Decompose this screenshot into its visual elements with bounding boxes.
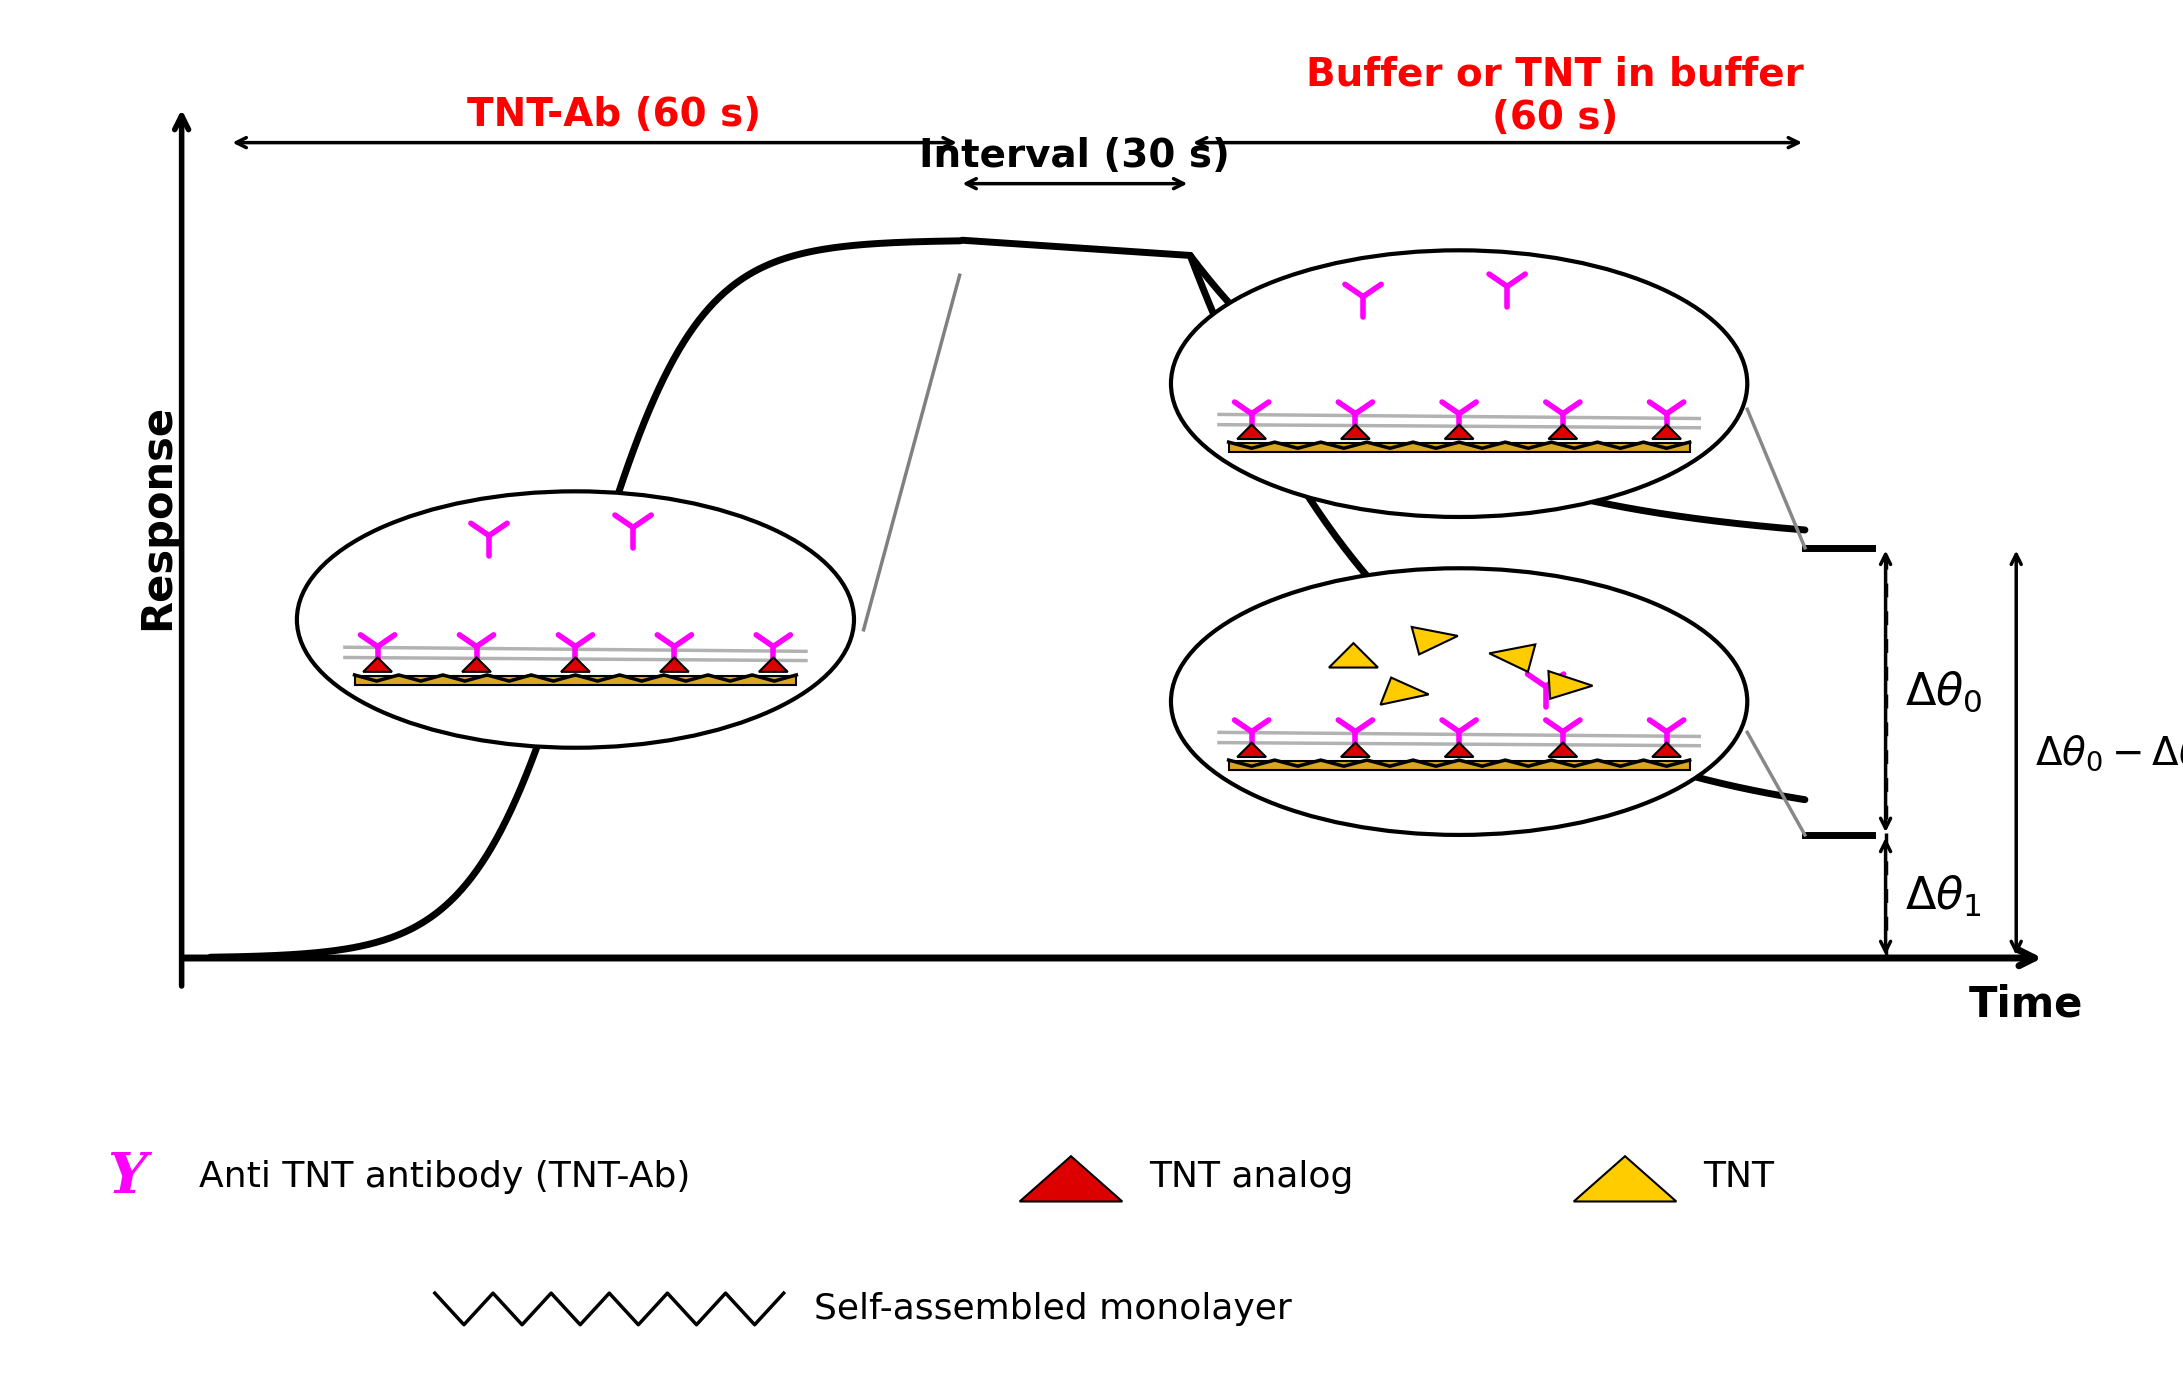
Text: $\Delta\theta_0 - \Delta\theta_1$: $\Delta\theta_0 - \Delta\theta_1$ — [2035, 733, 2183, 772]
Text: TNT analog: TNT analog — [1148, 1160, 1353, 1195]
Bar — [1229, 444, 1690, 452]
Polygon shape — [1574, 1156, 1677, 1202]
Ellipse shape — [1170, 568, 1746, 834]
Polygon shape — [1329, 643, 1377, 668]
Text: Buffer or TNT in buffer
(60 s): Buffer or TNT in buffer (60 s) — [1305, 55, 1803, 137]
Text: Self-assembled monolayer: Self-assembled monolayer — [814, 1292, 1292, 1326]
Polygon shape — [1489, 644, 1535, 672]
Text: Time: Time — [1969, 983, 2083, 1026]
Polygon shape — [1238, 743, 1266, 757]
Text: Response: Response — [135, 403, 177, 631]
Polygon shape — [1019, 1156, 1122, 1202]
Text: Anti TNT antibody (TNT-Ab): Anti TNT antibody (TNT-Ab) — [199, 1160, 690, 1195]
Polygon shape — [1653, 743, 1681, 757]
Polygon shape — [1548, 424, 1578, 439]
Polygon shape — [362, 657, 393, 672]
Text: Y: Y — [107, 1150, 146, 1204]
Polygon shape — [561, 657, 589, 672]
Text: TNT: TNT — [1703, 1160, 1775, 1195]
Bar — [354, 676, 797, 685]
Polygon shape — [1548, 743, 1578, 757]
Polygon shape — [659, 657, 690, 672]
Text: TNT-Ab (60 s): TNT-Ab (60 s) — [467, 97, 762, 134]
Text: $\Delta\theta_0$: $\Delta\theta_0$ — [1906, 669, 1982, 714]
Polygon shape — [1340, 424, 1369, 439]
Polygon shape — [1238, 424, 1266, 439]
Polygon shape — [1548, 671, 1594, 699]
Polygon shape — [1445, 424, 1474, 439]
Polygon shape — [760, 657, 788, 672]
Polygon shape — [1653, 424, 1681, 439]
Text: $\Delta\theta_1$: $\Delta\theta_1$ — [1906, 873, 1982, 919]
Text: Interval (30 s): Interval (30 s) — [919, 137, 1231, 176]
Ellipse shape — [297, 492, 854, 748]
Polygon shape — [1380, 678, 1428, 704]
Polygon shape — [463, 657, 491, 672]
Polygon shape — [1445, 743, 1474, 757]
Ellipse shape — [1170, 251, 1746, 517]
Polygon shape — [1340, 743, 1369, 757]
Polygon shape — [1412, 626, 1458, 654]
Bar — [1229, 761, 1690, 771]
